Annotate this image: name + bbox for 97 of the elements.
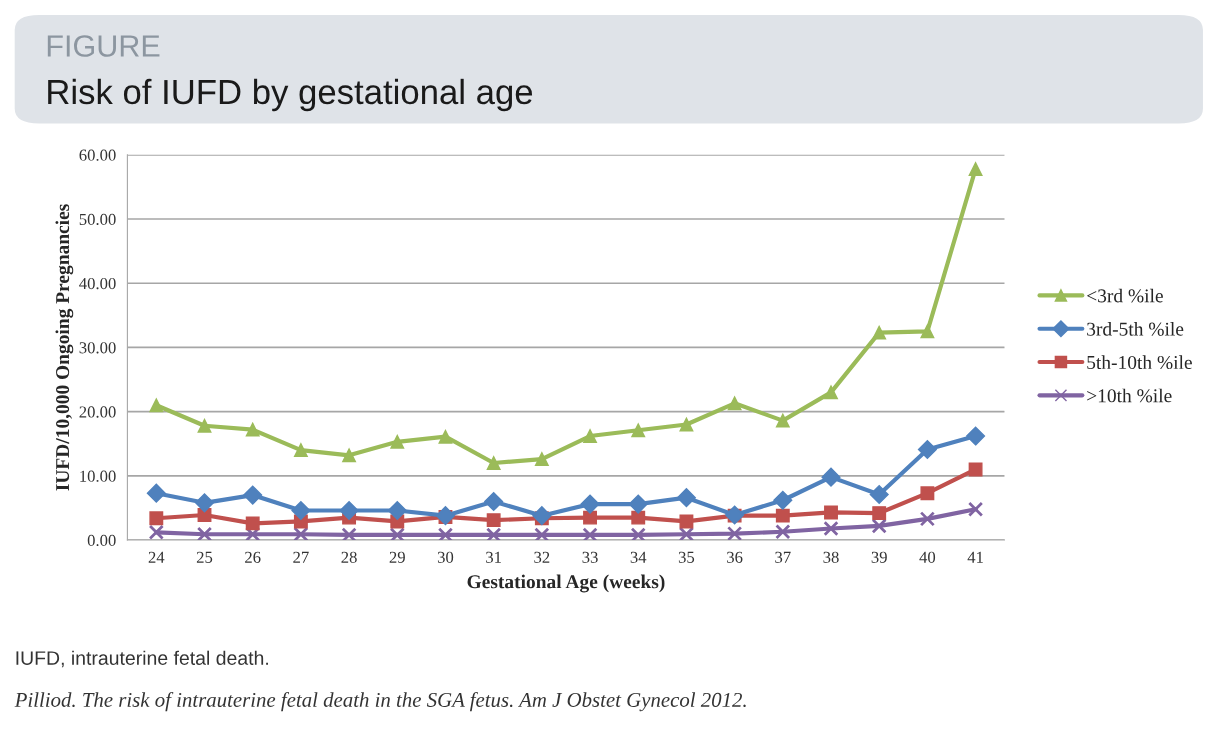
point bbox=[775, 413, 790, 428]
point bbox=[821, 467, 841, 487]
text: IUFD, intrauterine fetal death. bbox=[16, 650, 268, 668]
y-tick-label: 60.00 bbox=[79, 149, 116, 161]
point bbox=[486, 527, 502, 541]
point bbox=[582, 527, 598, 541]
point bbox=[243, 485, 263, 505]
point bbox=[293, 443, 308, 458]
point bbox=[486, 456, 501, 470]
point bbox=[824, 505, 838, 520]
legend-label: <3rd %ile bbox=[1087, 288, 1163, 303]
point bbox=[484, 491, 504, 512]
point bbox=[631, 510, 646, 525]
point bbox=[580, 494, 600, 514]
point bbox=[293, 526, 309, 541]
point bbox=[679, 417, 694, 432]
point bbox=[532, 506, 552, 526]
point bbox=[437, 527, 454, 541]
point bbox=[342, 448, 357, 463]
point bbox=[871, 518, 887, 534]
point bbox=[775, 508, 790, 523]
point bbox=[291, 500, 311, 521]
x-tick-label: 36 bbox=[727, 551, 743, 563]
point bbox=[676, 488, 696, 508]
point bbox=[823, 520, 839, 537]
point bbox=[917, 439, 937, 460]
chart-title: Risk of IUFD by gestational age bbox=[48, 78, 533, 112]
point bbox=[872, 325, 887, 340]
x-tick-label: 25 bbox=[196, 551, 213, 563]
point bbox=[534, 527, 550, 541]
point bbox=[197, 418, 212, 433]
x-tick-label: 30 bbox=[437, 551, 454, 563]
x-tick-label: 41 bbox=[967, 551, 983, 563]
legend-label: 3rd-5th %ile bbox=[1087, 322, 1184, 336]
point bbox=[149, 398, 164, 413]
x-tick-label: 27 bbox=[293, 551, 309, 563]
point bbox=[631, 423, 646, 438]
point bbox=[339, 500, 359, 521]
point bbox=[968, 462, 983, 477]
point bbox=[390, 434, 405, 449]
x-tick-label: 40 bbox=[919, 551, 936, 563]
x-tick-label: 31 bbox=[486, 551, 501, 563]
point bbox=[341, 527, 357, 541]
point bbox=[869, 484, 889, 505]
point bbox=[245, 422, 260, 437]
point bbox=[872, 506, 887, 521]
x-tick-label: 28 bbox=[341, 551, 357, 563]
y-axis-title: IUFD/10,000 Ongoing Pregnancies bbox=[55, 204, 74, 491]
point bbox=[194, 493, 215, 513]
y-tick-label: 40.00 bbox=[79, 277, 116, 290]
point bbox=[148, 524, 164, 540]
x-tick-label: 32 bbox=[534, 551, 550, 563]
point bbox=[726, 526, 743, 541]
point bbox=[628, 494, 648, 514]
text: Pilliod. The risk of intrauterine fetal death in the SGA fetus. Am J Obstet Gynecol 2012. bbox=[14, 692, 746, 712]
point bbox=[919, 511, 936, 527]
y-tick-label: 50.00 bbox=[79, 213, 116, 226]
point bbox=[387, 500, 407, 521]
point bbox=[920, 486, 935, 501]
point bbox=[773, 490, 793, 510]
point bbox=[534, 452, 549, 467]
x-tick-label: 33 bbox=[582, 551, 598, 563]
x-tick-label: 38 bbox=[823, 551, 839, 563]
point bbox=[196, 526, 213, 541]
legend-label: 5th-10th %ile bbox=[1087, 355, 1192, 370]
point bbox=[146, 483, 166, 503]
point bbox=[824, 385, 838, 400]
y-tick-label: 20.00 bbox=[79, 406, 116, 418]
point bbox=[727, 396, 742, 411]
point bbox=[149, 511, 164, 526]
x-tick-label: 29 bbox=[389, 551, 405, 563]
point bbox=[966, 426, 986, 446]
y-tick-label: 10.00 bbox=[80, 470, 116, 482]
y-tick-label: 0.00 bbox=[87, 534, 116, 547]
chart-subtitle: FIGURE bbox=[47, 35, 160, 57]
y-tick-label: 30.00 bbox=[79, 342, 116, 354]
point bbox=[486, 513, 501, 528]
point bbox=[968, 162, 983, 176]
point bbox=[245, 516, 260, 531]
x-tick-label: 34 bbox=[630, 551, 647, 563]
point bbox=[583, 510, 597, 525]
x-axis-title: Gestational Age (weeks) bbox=[467, 574, 665, 593]
point bbox=[583, 429, 597, 443]
point bbox=[679, 514, 694, 529]
x-tick-label: 39 bbox=[871, 551, 887, 563]
x-tick-label: 35 bbox=[678, 551, 695, 563]
point bbox=[920, 324, 935, 339]
point bbox=[630, 527, 646, 541]
x-tick-label: 24 bbox=[148, 551, 165, 563]
x-tick-label: 37 bbox=[775, 551, 791, 563]
point bbox=[438, 429, 453, 444]
x-tick-label: 26 bbox=[245, 551, 261, 563]
legend-label: >10th %ile bbox=[1087, 388, 1172, 403]
point bbox=[389, 527, 405, 541]
point bbox=[775, 524, 791, 540]
point bbox=[967, 501, 984, 517]
point bbox=[678, 526, 695, 541]
